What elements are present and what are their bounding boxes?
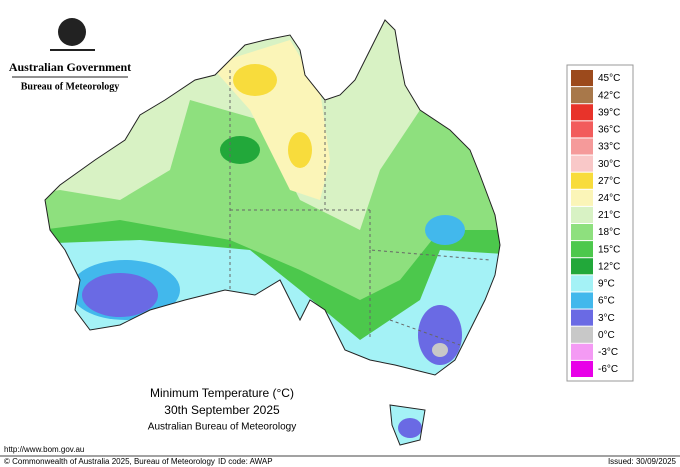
- legend-swatch: [571, 343, 593, 360]
- footer-issued: Issued: 30/09/2025: [608, 457, 677, 466]
- footer-copyright: © Commonwealth of Australia 2025, Bureau…: [4, 457, 215, 466]
- legend-swatch: [571, 241, 593, 258]
- gov-name: Australian Government: [9, 60, 131, 74]
- map-title: Minimum Temperature (°C): [150, 386, 294, 400]
- legend-label: 15°C: [598, 244, 620, 255]
- legend-label: 42°C: [598, 90, 620, 101]
- map-date: 30th September 2025: [164, 403, 280, 417]
- legend-label: 39°C: [598, 107, 620, 118]
- legend: 45°C 42°C 39°C 36°C 33°C 30°C 27°C 24°C 21°C 18°C…: [571, 70, 620, 377]
- legend-label: 33°C: [598, 142, 620, 153]
- legend-label: 12°C: [598, 261, 620, 272]
- legend-swatch: [571, 275, 593, 292]
- legend-swatch: [571, 326, 593, 343]
- legend-label: 21°C: [598, 210, 620, 221]
- legend-label: 6°C: [598, 296, 615, 307]
- legend-swatch: [571, 155, 593, 172]
- legend-swatch: [571, 224, 593, 241]
- agency-name: Bureau of Meteorology: [21, 81, 120, 92]
- legend-label: -6°C: [598, 364, 618, 375]
- legend-label: -3°C: [598, 347, 618, 358]
- legend-label: 0°C: [598, 330, 615, 341]
- legend-swatch: [571, 70, 593, 87]
- legend-label: 36°C: [598, 125, 620, 136]
- legend-swatch: [571, 206, 593, 223]
- legend-swatch: [571, 172, 593, 189]
- legend-label: 45°C: [598, 73, 620, 84]
- legend-label: 24°C: [598, 193, 620, 204]
- legend-swatch: [571, 292, 593, 309]
- legend-swatch: [571, 258, 593, 275]
- legend-label: 27°C: [598, 176, 620, 187]
- legend-label: 9°C: [598, 279, 615, 290]
- legend-swatch: [571, 309, 593, 326]
- legend-swatch: [571, 189, 593, 206]
- legend-swatch: [571, 121, 593, 138]
- legend-swatch: [571, 104, 593, 121]
- footer-url: http://www.bom.gov.au: [4, 445, 84, 454]
- footer-id: ID code: AWAP: [218, 457, 273, 466]
- legend-swatch: [571, 138, 593, 155]
- crest: [50, 18, 95, 51]
- map-source: Australian Bureau of Meteorology: [148, 422, 296, 433]
- legend-label: 3°C: [598, 313, 615, 324]
- legend-label: 30°C: [598, 159, 620, 170]
- legend-label: 18°C: [598, 227, 620, 238]
- state-borders: [229, 70, 491, 346]
- legend-swatch: [571, 87, 593, 104]
- legend-swatch: [571, 360, 593, 377]
